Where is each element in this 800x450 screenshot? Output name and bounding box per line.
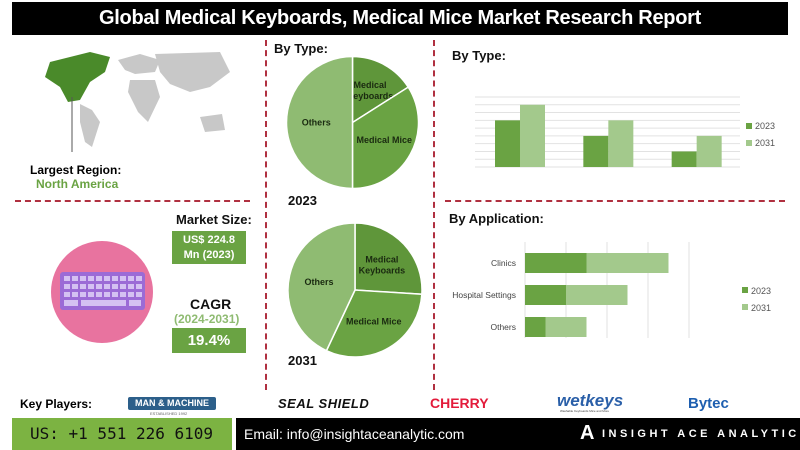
market-size-amount: US$ 224.8 [183,234,235,246]
legend-label: 2031 [755,138,775,148]
bar [525,317,546,337]
bar [525,253,587,273]
logo-wetkeys: wetkeys [557,391,624,410]
pie-slice [287,222,356,352]
pie-label: Others [305,277,334,287]
pie-slice [354,222,423,296]
legend-label: 2023 [755,121,775,131]
pie-year-2023: 2023 [288,193,317,208]
bar [520,104,545,167]
pie-label: Medical Mice [357,135,413,145]
logo-man-machine: MAN & MACHINE [128,397,216,410]
legend-swatch [746,140,752,146]
application-bar-chart: Clinics Hospital Settings Others 2023 2031 [452,242,771,338]
bar [671,151,697,167]
market-size-year: Mn (2023) [183,249,235,261]
pie-label: Others [302,118,331,128]
bar [566,285,628,305]
divider [15,200,250,202]
pie-heading: By Type: [274,41,328,56]
cagr-label: CAGR [190,296,232,312]
divider [265,40,267,390]
key-players-label: Key Players: [20,397,93,411]
divider [445,200,785,202]
pie-label: Medical [353,80,386,90]
email: Email: info@insightaceanalytic.com [244,426,465,442]
category-label: Others [682,174,710,175]
bar [525,285,566,305]
footer-bar: Email: info@insightaceanalytic.com A INS… [236,418,800,450]
category-label: Medical Keyboards [481,174,558,175]
legend-swatch [742,304,748,310]
legend-label: 2031 [751,303,771,313]
phone-number: US: +1 551 226 6109 [12,418,232,450]
pie-slice [325,289,423,358]
pie-slice [351,86,420,190]
world-map [45,52,230,152]
largest-region-label: Largest Region: [30,163,122,177]
category-label: Others [490,322,516,332]
market-size-label: Market Size: [176,212,252,227]
bar [583,135,609,167]
category-label: Clinics [491,258,516,268]
bar-chart-title: By Type: [452,48,506,63]
pie-slice [285,55,354,190]
logo-man-machine-sub: ESTABLISHED 1992 [150,411,188,416]
logo-wetkeys-sub: Washable Keyboards Mice and More [560,409,610,413]
pie-year-2031: 2031 [288,353,317,368]
logo-bytec: Bytec [688,395,729,412]
divider [433,40,435,390]
type-bar-chart: Medical Keyboards Medical Mice Others 2023 2… [475,96,775,175]
legend-swatch [746,123,752,129]
legend-swatch [742,287,748,293]
bar [495,120,520,167]
bar [586,253,669,273]
brand-name: INSIGHT ACE ANALYTIC [602,428,800,440]
logo-cherry: CHERRY [430,395,489,411]
pie-label: Medical [365,254,398,264]
market-size-value: US$ 224.8 Mn (2023) [172,231,246,264]
legend-label: 2023 [751,286,771,296]
pie-label: Keyboards [347,91,394,101]
bar [696,135,722,167]
bar [545,317,587,337]
bar [608,120,634,167]
category-label: Hospital Settings [452,290,516,300]
brand-logo-icon: A [580,422,595,444]
category-label: Medical Mice [581,174,634,175]
application-chart-title: By Application: [449,211,544,226]
pie-label: Medical Mice [346,317,402,327]
logo-seal-shield: SEAL SHIELD [278,396,370,411]
largest-region-value: North America [36,177,119,191]
cagr-value: 19.4% [172,328,246,353]
keyboard-icon [51,241,153,343]
pie-slice [351,55,410,124]
cagr-period: (2024-2031) [174,312,240,326]
report-title: Global Medical Keyboards, Medical Mice M… [12,2,788,35]
pie-label: Keyboards [359,265,406,275]
